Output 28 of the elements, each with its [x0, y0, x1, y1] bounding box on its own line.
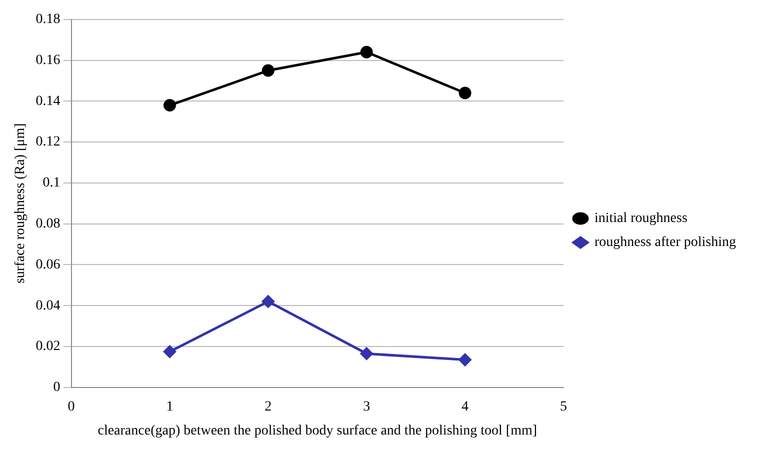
y-axis-title: surface roughness (Ra) [μm] — [13, 123, 28, 284]
point — [163, 345, 176, 358]
x-tick-label: 2 — [264, 399, 272, 414]
point — [360, 347, 373, 360]
legend-label: roughness after polishing — [594, 235, 736, 250]
y-tick-label: 0.08 — [36, 216, 60, 232]
legend-label: initial roughness — [594, 211, 688, 226]
y-tick-label: 0 — [53, 380, 60, 396]
point — [360, 46, 373, 58]
point — [458, 354, 472, 366]
x-axis-title: clearance(gap) between the polished body surface and the polishing tool [mm] — [98, 423, 538, 438]
point — [163, 99, 176, 112]
x-tick-label: 1 — [166, 399, 174, 414]
x-tick-label: 3 — [363, 399, 370, 414]
point — [458, 86, 472, 100]
x-tick-label: 0 — [68, 399, 75, 414]
y-tick-label: 0.06 — [36, 257, 60, 272]
y-tick-label: 0.1 — [42, 176, 60, 191]
x-tick-label: 5 — [560, 399, 567, 414]
x-tick-label: 4 — [462, 399, 469, 414]
y-tick-label: 0.02 — [36, 339, 60, 354]
y-tick-label: 0.14 — [36, 94, 60, 109]
y-tick-label: 0.18 — [36, 12, 60, 28]
y-tick-label: 0.04 — [36, 298, 60, 314]
point — [262, 295, 274, 308]
point — [262, 64, 274, 77]
y-tick-label: 0.16 — [36, 52, 60, 68]
y-tick-label: 0.12 — [36, 134, 60, 150]
